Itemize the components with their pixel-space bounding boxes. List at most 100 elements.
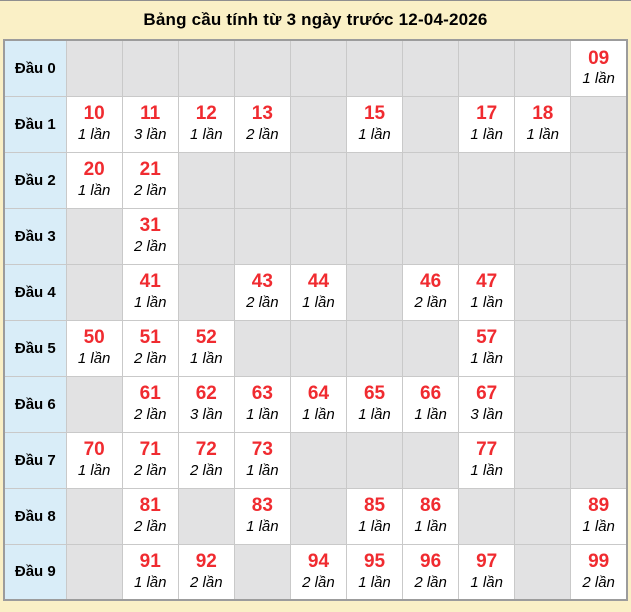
cell-73: 73 1 lần — [233, 431, 291, 489]
cell-51: 51 2 lần — [121, 319, 179, 377]
cell-content: 66 1 lần — [403, 377, 458, 432]
pair-count: 1 lần — [190, 350, 223, 368]
cell-81: 81 2 lần — [121, 487, 179, 545]
empty-cell — [345, 39, 404, 97]
cell-96: 96 2 lần — [402, 543, 460, 601]
pair-count: 2 lần — [133, 406, 167, 424]
cell-15: 15 1 lần — [345, 95, 404, 153]
pair-count: 1 lần — [246, 518, 279, 536]
pair-number: 99 — [588, 551, 610, 573]
empty-cell — [65, 543, 123, 601]
table-row-dau-7: Đầu 7 70 1 lần 71 2 lần 72 2 lần 73 1 lần 77 1 lần — [3, 431, 628, 489]
empty-cell — [177, 263, 235, 321]
row-header-dau-6: Đầu 6 — [3, 375, 67, 433]
cell-content: 41 1 lần — [123, 265, 178, 320]
empty-cell — [233, 151, 291, 209]
empty-cell — [570, 431, 628, 489]
empty-cell — [121, 39, 179, 97]
pair-number: 46 — [420, 271, 442, 293]
cell-83: 83 1 lần — [233, 487, 291, 545]
pair-count: 1 lần — [133, 294, 167, 312]
table-row-dau-5: Đầu 5 50 1 lần 51 2 lần 52 1 lần 57 1 lần — [3, 319, 628, 377]
row-header-dau-7: Đầu 7 — [3, 431, 67, 489]
cell-18: 18 1 lần — [514, 95, 572, 153]
cell-content: 57 1 lần — [459, 321, 514, 376]
pair-number: 17 — [476, 103, 498, 125]
pair-number: 94 — [307, 551, 330, 573]
pair-number: 85 — [363, 495, 386, 517]
pair-count: 2 lần — [190, 573, 223, 591]
cell-content: 61 2 lần — [123, 377, 178, 432]
cell-72: 72 2 lần — [177, 431, 235, 489]
empty-cell — [402, 39, 460, 97]
empty-cell — [345, 319, 404, 377]
cau-table-body: Đầu 0 09 1 lần Đầu 1 10 1 lần 11 3 lần 12 1 lần 13… — [3, 39, 628, 601]
row-header-dau-5: Đầu 5 — [3, 319, 67, 377]
pair-number: 41 — [139, 271, 161, 293]
pair-count: 1 lần — [77, 350, 111, 368]
cell-52: 52 1 lần — [177, 319, 235, 377]
cell-77: 77 1 lần — [458, 431, 516, 489]
cell-content: 31 2 lần — [123, 209, 178, 264]
table-row-dau-2: Đầu 2 20 1 lần 21 2 lần — [3, 151, 628, 209]
cell-94: 94 2 lần — [289, 543, 347, 601]
pair-count: 1 lần — [582, 70, 615, 88]
empty-cell — [177, 151, 235, 209]
table-row-dau-9: Đầu 9 91 1 lần 92 2 lần 94 2 lần 95 1 lần 96 2 lần… — [3, 543, 628, 601]
cell-content: 46 2 lần — [403, 265, 458, 320]
pair-number: 81 — [139, 495, 161, 517]
empty-cell — [514, 151, 572, 209]
empty-cell — [570, 95, 628, 153]
empty-cell — [458, 151, 516, 209]
cell-89: 89 1 lần — [570, 487, 628, 545]
table-row-dau-4: Đầu 4 41 1 lần 43 2 lần 44 1 lần 46 2 lần 47 1 lần — [3, 263, 628, 321]
cell-12: 12 1 lần — [177, 95, 235, 153]
pair-number: 09 — [588, 47, 610, 69]
cell-67: 67 3 lần — [458, 375, 516, 433]
empty-cell — [514, 431, 572, 489]
empty-cell — [514, 207, 572, 265]
empty-cell — [233, 319, 291, 377]
pair-count: 1 lần — [302, 294, 335, 312]
pair-count: 1 lần — [582, 518, 615, 536]
cell-66: 66 1 lần — [402, 375, 460, 433]
empty-cell — [402, 207, 460, 265]
pair-number: 13 — [251, 103, 273, 125]
cell-content: 97 1 lần — [459, 545, 514, 600]
pair-count: 1 lần — [414, 406, 447, 424]
empty-cell — [402, 151, 460, 209]
cell-content: 70 1 lần — [67, 433, 122, 488]
table-row-dau-0: Đầu 0 09 1 lần — [3, 39, 628, 97]
cell-content: 73 1 lần — [235, 433, 290, 488]
pair-number: 89 — [588, 495, 610, 517]
cell-content: 11 3 lần — [123, 97, 178, 152]
pair-number: 96 — [420, 551, 442, 573]
cell-41: 41 1 lần — [121, 263, 179, 321]
cell-content: 95 1 lần — [347, 545, 402, 600]
cell-content: 43 2 lần — [235, 265, 290, 320]
empty-cell — [233, 543, 291, 601]
cell-content: 77 1 lần — [459, 433, 514, 488]
pair-number: 12 — [195, 103, 217, 125]
pair-number: 71 — [139, 439, 161, 461]
row-header-dau-9: Đầu 9 — [3, 543, 67, 601]
empty-cell — [65, 263, 123, 321]
pair-number: 18 — [532, 103, 554, 125]
cell-content: 99 2 lần — [571, 545, 626, 600]
empty-cell — [65, 39, 123, 97]
cell-content: 64 1 lần — [291, 377, 346, 432]
cell-content: 94 2 lần — [291, 545, 346, 600]
pair-number: 11 — [140, 103, 161, 125]
cell-64: 64 1 lần — [289, 375, 347, 433]
empty-cell — [345, 151, 404, 209]
cell-content: 62 3 lần — [179, 377, 234, 432]
empty-cell — [570, 151, 628, 209]
pair-number: 83 — [251, 495, 273, 517]
pair-number: 70 — [83, 439, 105, 461]
cell-content: 12 1 lần — [179, 97, 234, 152]
pair-count: 1 lần — [77, 462, 111, 480]
pair-number: 52 — [195, 327, 217, 349]
row-header-dau-3: Đầu 3 — [3, 207, 67, 265]
cell-content: 89 1 lần — [571, 489, 626, 544]
pair-count: 3 lần — [190, 406, 223, 424]
